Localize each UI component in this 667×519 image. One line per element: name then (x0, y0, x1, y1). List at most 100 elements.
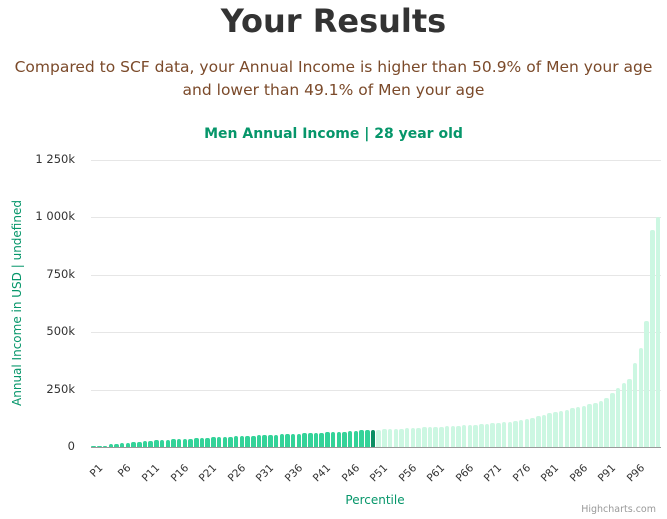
percentile-bar[interactable] (450, 425, 455, 447)
percentile-bar[interactable] (547, 413, 552, 447)
percentile-bar[interactable] (456, 425, 461, 447)
percentile-bar[interactable] (393, 428, 398, 447)
percentile-bar[interactable] (507, 421, 512, 447)
percentile-bar[interactable] (553, 412, 558, 447)
percentile-bar[interactable] (501, 422, 507, 447)
percentile-bar[interactable] (199, 437, 205, 447)
percentile-bar[interactable] (330, 432, 336, 447)
percentile-bar[interactable] (188, 438, 193, 447)
percentile-bar[interactable] (536, 416, 541, 447)
percentile-bar[interactable] (142, 441, 148, 447)
percentile-bar[interactable] (302, 433, 307, 447)
percentile-bar[interactable] (125, 442, 131, 447)
percentile-bar[interactable] (296, 433, 302, 447)
percentile-bar[interactable] (650, 229, 655, 447)
percentile-bar[interactable] (176, 439, 182, 447)
percentile-bar[interactable] (461, 425, 467, 447)
percentile-bar[interactable] (439, 426, 444, 447)
percentile-bar[interactable] (387, 429, 393, 447)
percentile-bar[interactable] (615, 387, 621, 447)
percentile-bar[interactable] (251, 435, 256, 447)
percentile-bar[interactable] (171, 439, 176, 447)
percentile-bar[interactable] (513, 421, 518, 447)
percentile-bar[interactable] (644, 320, 649, 447)
percentile-bar[interactable] (239, 436, 245, 447)
percentile-bar[interactable] (575, 407, 581, 447)
percentile-bar[interactable] (422, 427, 427, 447)
percentile-bar[interactable] (222, 436, 227, 447)
percentile-bar[interactable] (467, 424, 473, 447)
percentile-bar[interactable] (347, 431, 353, 447)
percentile-bar[interactable] (194, 438, 199, 447)
percentile-bar[interactable] (308, 433, 313, 447)
percentile-bar[interactable] (154, 440, 159, 447)
percentile-bar[interactable] (376, 429, 381, 447)
percentile-bar[interactable] (581, 405, 587, 447)
percentile-bar[interactable] (638, 347, 644, 447)
percentile-bar[interactable] (216, 437, 222, 447)
percentile-bar[interactable] (256, 435, 262, 447)
percentile-bar[interactable] (336, 431, 341, 447)
user-percentile-bar[interactable] (370, 429, 376, 447)
percentile-bar[interactable] (137, 441, 142, 447)
percentile-bar[interactable] (319, 432, 324, 447)
percentile-bar[interactable] (530, 417, 535, 447)
percentile-bar[interactable] (114, 443, 119, 447)
percentile-bar[interactable] (399, 428, 404, 447)
percentile-bar[interactable] (518, 420, 524, 447)
percentile-bar[interactable] (610, 392, 615, 447)
percentile-bar[interactable] (159, 440, 165, 447)
percentile-bar[interactable] (233, 436, 239, 447)
percentile-bar[interactable] (570, 408, 575, 447)
percentile-bar[interactable] (433, 426, 438, 447)
percentile-bar[interactable] (108, 444, 113, 447)
percentile-bar[interactable] (410, 428, 416, 447)
credits-link[interactable]: Highcharts.com (581, 504, 656, 515)
percentile-bar[interactable] (404, 428, 410, 447)
percentile-bar[interactable] (268, 434, 273, 447)
percentile-bar[interactable] (205, 437, 210, 447)
percentile-bar[interactable] (325, 432, 330, 447)
percentile-bar[interactable] (290, 433, 296, 447)
percentile-bar[interactable] (102, 445, 108, 447)
percentile-bar[interactable] (621, 382, 626, 447)
percentile-bar[interactable] (604, 397, 609, 447)
percentile-bar[interactable] (353, 430, 359, 447)
percentile-bar[interactable] (279, 434, 284, 447)
percentile-bar[interactable] (359, 430, 364, 447)
percentile-bar[interactable] (444, 426, 450, 447)
percentile-bar[interactable] (587, 404, 592, 447)
percentile-bar[interactable] (245, 435, 250, 447)
percentile-bar[interactable] (119, 443, 125, 447)
percentile-bar[interactable] (97, 446, 102, 447)
percentile-bar[interactable] (598, 400, 604, 447)
percentile-bar[interactable] (564, 409, 569, 447)
percentile-bar[interactable] (131, 442, 136, 447)
percentile-bar[interactable] (632, 362, 638, 447)
percentile-bar[interactable] (262, 435, 267, 447)
percentile-bar[interactable] (593, 402, 598, 447)
percentile-bar[interactable] (473, 424, 478, 447)
percentile-bar[interactable] (427, 427, 433, 447)
percentile-bar[interactable] (342, 431, 347, 447)
percentile-bar[interactable] (285, 434, 290, 447)
percentile-bar[interactable] (273, 434, 279, 447)
percentile-bar[interactable] (496, 422, 501, 447)
percentile-bar[interactable] (365, 430, 370, 447)
percentile-bar[interactable] (313, 432, 319, 447)
percentile-bar[interactable] (382, 429, 387, 447)
percentile-bar[interactable] (211, 437, 216, 447)
percentile-bar[interactable] (541, 414, 547, 447)
percentile-bar[interactable] (627, 378, 632, 447)
percentile-bar[interactable] (228, 436, 233, 447)
percentile-bar[interactable] (479, 424, 484, 447)
percentile-bar[interactable] (148, 440, 153, 447)
percentile-bar[interactable] (91, 446, 96, 447)
percentile-bar[interactable] (558, 410, 564, 447)
percentile-bar[interactable] (490, 423, 495, 447)
percentile-bar[interactable] (655, 217, 661, 447)
percentile-bar[interactable] (165, 439, 170, 447)
percentile-bar[interactable] (484, 423, 490, 447)
percentile-bar[interactable] (182, 438, 188, 447)
percentile-bar[interactable] (524, 419, 530, 447)
